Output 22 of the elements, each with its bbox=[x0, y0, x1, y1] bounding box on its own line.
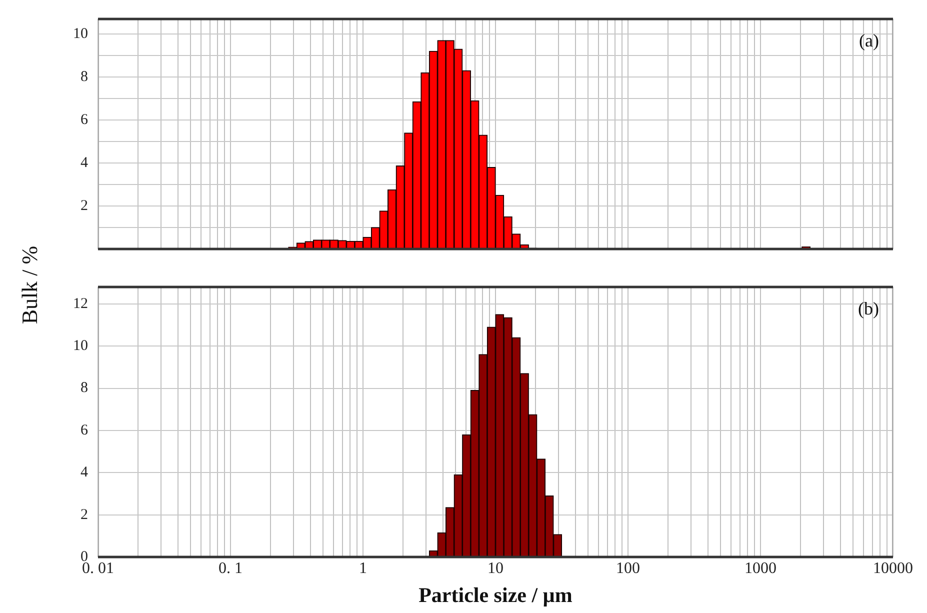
x-tick-label: 10 bbox=[488, 560, 504, 577]
y-tick-label: 8 bbox=[80, 68, 88, 85]
y-tick-label: 4 bbox=[80, 154, 88, 171]
y-tick-label: 12 bbox=[73, 296, 88, 312]
y-tick-label: 8 bbox=[80, 380, 88, 396]
x-axis-title: Particle size / µm bbox=[418, 582, 573, 607]
y-tick-label: 6 bbox=[80, 112, 88, 128]
y-tick-label: 2 bbox=[80, 198, 88, 214]
x-tick-label: 1 bbox=[359, 560, 367, 577]
y-tick-label: 6 bbox=[80, 422, 88, 438]
y-tick-label: 4 bbox=[80, 464, 88, 481]
annotation: (b) bbox=[858, 298, 879, 319]
x-tick-label: 100 bbox=[616, 560, 640, 577]
y-tick-label: 10 bbox=[73, 26, 88, 42]
annotation: (a) bbox=[859, 30, 879, 51]
y-axis-title: Bulk / % bbox=[17, 246, 43, 324]
y-tick-label: 10 bbox=[73, 338, 88, 354]
x-tick-label: 0. 1 bbox=[218, 560, 242, 577]
x-tick-label: 0. 01 bbox=[82, 560, 114, 577]
x-tick-label: 10000 bbox=[873, 560, 913, 577]
x-tick-label: 1000 bbox=[744, 560, 776, 577]
y-tick-label: 2 bbox=[80, 506, 88, 523]
